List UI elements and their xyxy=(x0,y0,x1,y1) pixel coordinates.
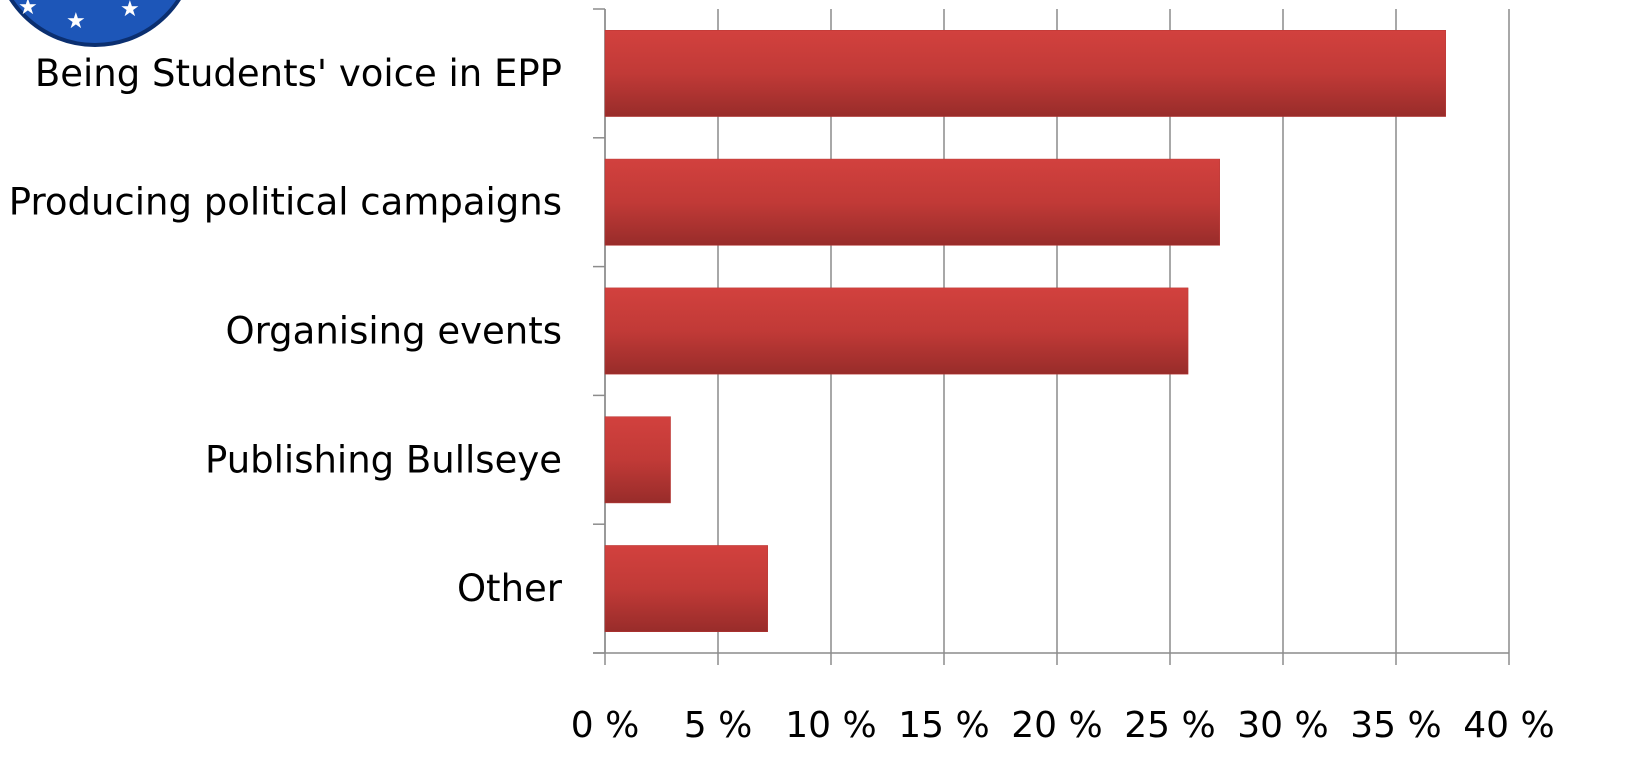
y-tick-label: Organising events xyxy=(226,310,563,353)
y-tick-label: Other xyxy=(457,567,563,610)
x-tick-label: 40 % xyxy=(1463,705,1554,746)
svg-text:★: ★ xyxy=(120,0,140,22)
y-tick-label: Producing political campaigns xyxy=(9,181,562,224)
bar xyxy=(604,545,768,632)
x-tick-label: 0 % xyxy=(571,705,640,746)
svg-text:★: ★ xyxy=(18,0,38,20)
bar xyxy=(604,416,671,504)
y-tick-label: Being Students' voice in EPP xyxy=(35,52,562,95)
bar xyxy=(604,30,1446,117)
x-tick-label: 5 % xyxy=(684,705,753,746)
x-tick-label: 35 % xyxy=(1350,705,1441,746)
x-tick-label: 15 % xyxy=(898,705,989,746)
x-tick-label: 20 % xyxy=(1011,705,1102,746)
x-tick-label: 25 % xyxy=(1124,705,1215,746)
logo: ★ ★ ★ xyxy=(9,0,181,47)
x-tick-label: 30 % xyxy=(1237,705,1328,746)
bar xyxy=(604,287,1189,375)
x-tick-label: 10 % xyxy=(785,705,876,746)
bar xyxy=(604,158,1220,246)
svg-text:★: ★ xyxy=(66,9,86,34)
y-tick-label: Publishing Bullseye xyxy=(205,438,562,481)
